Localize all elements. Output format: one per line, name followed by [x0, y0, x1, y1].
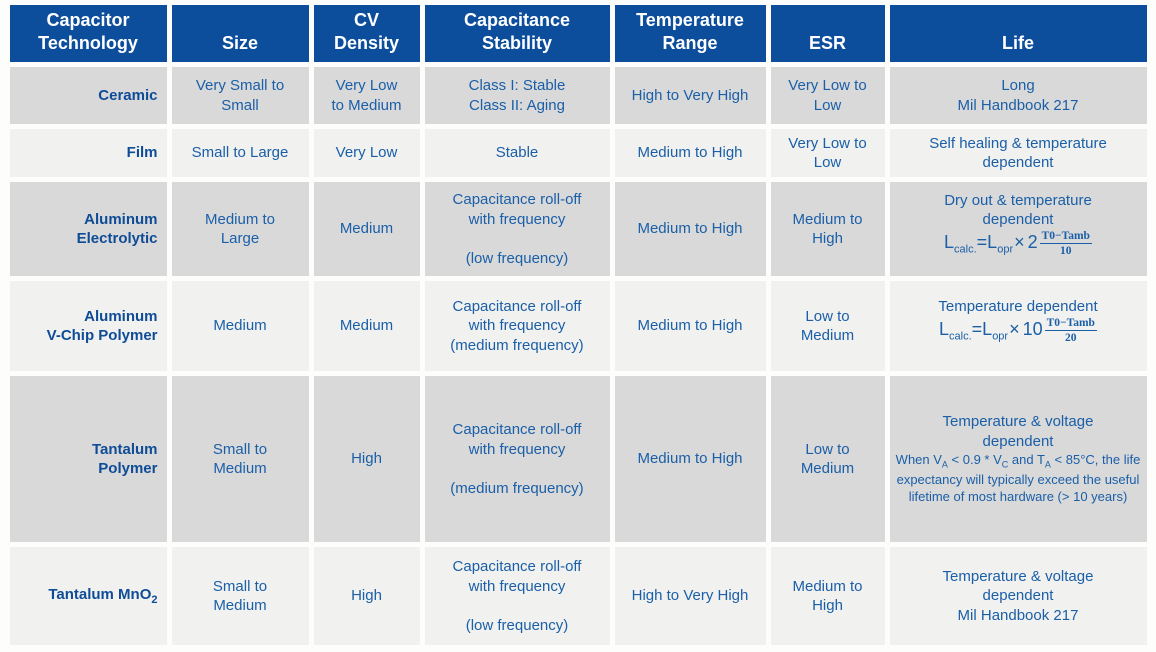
temperature-range-cell: High to Very High	[614, 547, 766, 645]
life-expectancy-formula: Lcalc.=Lopr× 10 T0−Tamb 20	[939, 316, 1097, 345]
row-tantalum-polymer: Tantalum Polymer Small to Medium High Capa…	[9, 376, 1147, 542]
cv-density-cell: High	[313, 376, 420, 542]
life-cell: Dry out & temperature dependent Lcalc.=Lo…	[889, 182, 1147, 276]
exponent-fraction: T0−Tamb 10	[1039, 229, 1092, 257]
life-text: Temperature & voltage dependent	[942, 413, 1094, 450]
life-cell: Long Mil Handbook 217	[889, 67, 1147, 124]
col-header-size: Size	[171, 5, 309, 62]
capacitor-comparison-table: Capacitor Technology Size CV Density Capac…	[5, 0, 1152, 650]
size-cell: Small to Medium	[171, 547, 309, 645]
cv-density-cell: Medium	[313, 281, 420, 371]
temperature-range-cell: Medium to High	[614, 129, 766, 177]
life-text: Temperature dependent	[938, 298, 1098, 316]
technology-cell: Film	[9, 129, 167, 177]
technology-cell: Aluminum V-Chip Polymer	[9, 281, 167, 371]
stability-cell: Stable	[424, 129, 610, 177]
size-cell: Medium	[171, 281, 309, 371]
technology-cell: Tantalum Polymer	[9, 376, 167, 542]
row-film: Film Small to Large Very Low Stable Medi…	[9, 129, 1147, 177]
life-condition-note: When VA < 0.9 * VC and TA < 85°C, the li…	[895, 452, 1141, 504]
esr-cell: Low to Medium	[770, 376, 885, 542]
temperature-range-cell: Medium to High	[614, 182, 766, 276]
technology-cell: Ceramic	[9, 67, 167, 124]
row-aluminum-vchip-polymer: Aluminum V-Chip Polymer Medium Medium Cap…	[9, 281, 1147, 371]
cv-density-cell: Medium	[313, 182, 420, 276]
life-cell: Temperature & voltage dependent Mil Handbo…	[889, 547, 1147, 645]
size-cell: Small to Medium	[171, 376, 309, 542]
life-cell: Temperature dependent Lcalc.=Lopr× 10 T0−T…	[889, 281, 1147, 371]
size-cell: Very Small to Small	[171, 67, 309, 124]
temperature-range-cell: High to Very High	[614, 67, 766, 124]
esr-cell: Medium to High	[770, 547, 885, 645]
stability-cell: Capacitance roll-off with frequency (low f…	[424, 547, 610, 645]
technology-cell: Aluminum Electrolytic	[9, 182, 167, 276]
cv-density-cell: Very Low	[313, 129, 420, 177]
row-aluminum-electrolytic: Aluminum Electrolytic Medium to Large Medi…	[9, 182, 1147, 276]
life-text: Dry out & temperature dependent	[944, 191, 1092, 229]
esr-cell: Very Low to Low	[770, 67, 885, 124]
header-row: Capacitor Technology Size CV Density Capac…	[9, 5, 1147, 62]
stability-cell: Capacitance roll-off with frequency (mediu…	[424, 376, 610, 542]
cv-density-cell: Very Low to Medium	[313, 67, 420, 124]
size-cell: Medium to Large	[171, 182, 309, 276]
life-expectancy-formula: Lcalc.=Lopr× 2 T0−Tamb 10	[944, 229, 1092, 257]
stability-cell: Capacitance roll-off with frequency (low f…	[424, 182, 610, 276]
col-header-capacitor-technology: Capacitor Technology	[9, 5, 167, 62]
esr-cell: Low to Medium	[770, 281, 885, 371]
col-header-esr: ESR	[770, 5, 885, 62]
esr-cell: Medium to High	[770, 182, 885, 276]
life-cell: Self healing & temperature dependent	[889, 129, 1147, 177]
row-tantalum-mno2: Tantalum MnO2 Small to Medium High Capaci…	[9, 547, 1147, 645]
col-header-cv-density: CV Density	[313, 5, 420, 62]
col-header-capacitance-stability: Capacitance Stability	[424, 5, 610, 62]
stability-cell: Capacitance roll-off with frequency (mediu…	[424, 281, 610, 371]
size-cell: Small to Large	[171, 129, 309, 177]
col-header-temperature-range: Temperature Range	[614, 5, 766, 62]
esr-cell: Very Low to Low	[770, 129, 885, 177]
life-cell: Temperature & voltage dependent When VA <…	[889, 376, 1147, 542]
temperature-range-cell: Medium to High	[614, 376, 766, 542]
col-header-life: Life	[889, 5, 1147, 62]
exponent-fraction: T0−Tamb 20	[1044, 316, 1097, 345]
temperature-range-cell: Medium to High	[614, 281, 766, 371]
stability-cell: Class I: Stable Class II: Aging	[424, 67, 610, 124]
technology-cell: Tantalum MnO2	[9, 547, 167, 645]
cv-density-cell: High	[313, 547, 420, 645]
row-ceramic: Ceramic Very Small to Small Very Low to Me…	[9, 67, 1147, 124]
